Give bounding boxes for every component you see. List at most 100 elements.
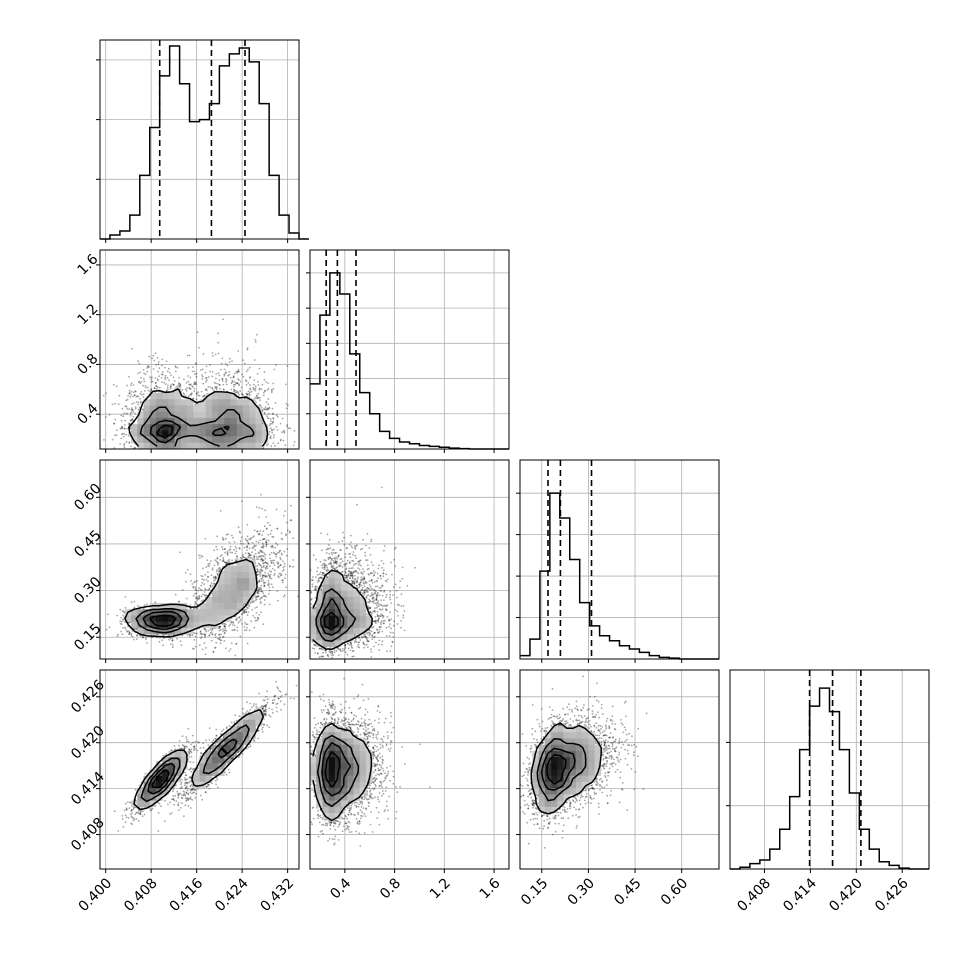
density-cell xyxy=(347,603,354,610)
scatter-point xyxy=(140,381,143,383)
scatter-point xyxy=(330,654,333,657)
scatter-point xyxy=(201,581,204,584)
scatter-point xyxy=(214,780,217,782)
scatter-point xyxy=(161,451,163,453)
density-cell xyxy=(187,615,194,622)
scatter-point xyxy=(269,422,272,425)
scatter-point xyxy=(121,425,123,428)
scatter-point xyxy=(353,714,355,717)
scatter-point xyxy=(260,588,263,591)
scatter-point xyxy=(379,615,382,618)
density-cell xyxy=(131,424,138,431)
scatter-point xyxy=(295,684,298,687)
scatter-point xyxy=(356,581,358,584)
scatter-point xyxy=(124,628,127,630)
scatter-point xyxy=(133,806,135,809)
scatter-point xyxy=(388,795,391,798)
scatter-point xyxy=(188,635,191,638)
scatter-point xyxy=(203,579,205,581)
scatter-point xyxy=(366,594,368,597)
scatter-point xyxy=(127,817,130,819)
scatter-point xyxy=(116,635,119,638)
scatter-point xyxy=(209,748,212,750)
scatter-point xyxy=(222,635,225,638)
contour-level-1 xyxy=(139,406,255,447)
scatter-point xyxy=(195,589,198,592)
scatter-point xyxy=(226,552,229,555)
density-cell xyxy=(322,732,329,739)
density-cell xyxy=(243,725,250,733)
scatter-point xyxy=(575,814,577,816)
scatter-point xyxy=(334,720,336,722)
scatter-point xyxy=(184,788,187,790)
scatter-point xyxy=(186,785,188,788)
scatter-point xyxy=(218,626,221,629)
scatter-point xyxy=(215,570,218,573)
scatter-point xyxy=(256,619,258,622)
density-cell xyxy=(180,615,188,622)
density-cell xyxy=(199,430,207,437)
scatter-point xyxy=(333,722,336,725)
scatter-point xyxy=(188,748,190,751)
scatter-point xyxy=(275,508,278,511)
scatter-point xyxy=(316,806,318,809)
density-cell xyxy=(193,621,200,629)
density-cell xyxy=(334,794,342,801)
scatter-point xyxy=(553,817,556,820)
density-cell xyxy=(155,430,163,437)
density-cell xyxy=(180,436,188,444)
scatter-point xyxy=(385,608,387,610)
scatter-point xyxy=(216,637,219,640)
scatter-point xyxy=(257,570,259,572)
scatter-point xyxy=(344,651,347,654)
scatter-point xyxy=(139,813,142,815)
density-cell xyxy=(322,584,329,591)
scatter-point xyxy=(348,809,351,812)
scatter-point xyxy=(344,644,347,647)
density-cell xyxy=(162,615,169,622)
scatter-point xyxy=(195,392,198,395)
scatter-point xyxy=(330,706,332,709)
scatter-point xyxy=(210,582,213,584)
scatter-point xyxy=(334,557,336,560)
scatter-point xyxy=(360,589,362,592)
scatter-point xyxy=(375,764,377,767)
scatter-point xyxy=(360,636,363,638)
scatter-point xyxy=(213,564,216,567)
scatter-point xyxy=(594,734,597,737)
density-cell xyxy=(193,417,200,425)
scatter-point xyxy=(320,709,323,711)
scatter-point xyxy=(348,723,351,726)
density-cell xyxy=(322,603,329,610)
scatter-point xyxy=(375,750,378,753)
scatter-point xyxy=(326,654,329,656)
scatter-point xyxy=(351,575,354,577)
scatter-point xyxy=(142,396,145,398)
scatter-point xyxy=(236,557,239,560)
scatter-point xyxy=(334,706,336,708)
scatter-point xyxy=(188,748,191,751)
scatter-point xyxy=(253,600,255,603)
scatter-point xyxy=(225,533,228,536)
scatter-point xyxy=(274,402,277,404)
scatter-point xyxy=(171,639,174,642)
scatter-point xyxy=(382,780,385,783)
scatter-point xyxy=(219,636,222,638)
scatter-point xyxy=(257,617,259,619)
scatter-point xyxy=(351,655,354,658)
scatter-point xyxy=(314,589,317,591)
scatter-point xyxy=(139,397,141,400)
scatter-point xyxy=(259,564,261,566)
scatter-point xyxy=(311,749,314,752)
scatter-point xyxy=(228,452,230,454)
density-cell xyxy=(322,578,329,585)
scatter-point xyxy=(242,543,245,545)
scatter-point xyxy=(327,558,330,560)
scatter-point xyxy=(353,802,356,804)
scatter-point xyxy=(351,572,354,575)
scatter-point xyxy=(214,646,217,649)
scatter-point xyxy=(379,743,382,746)
panel-frame xyxy=(99,39,300,240)
scatter-point xyxy=(255,506,258,508)
scatter-point xyxy=(107,613,109,616)
